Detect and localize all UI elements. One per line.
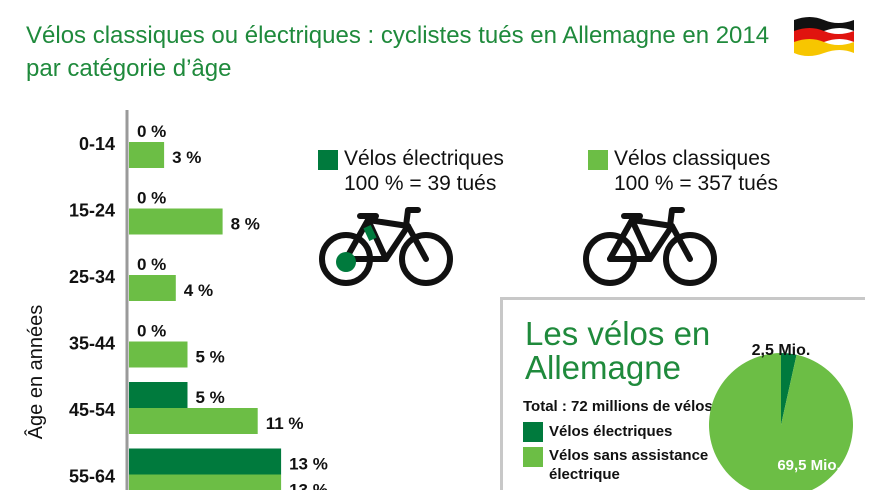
- bar-value-electric: 13 %: [289, 455, 328, 474]
- bar-classic: [129, 275, 176, 301]
- bar-value-electric: 0 %: [137, 122, 166, 141]
- bar-electric: [129, 382, 188, 408]
- category-label: 45-54: [69, 400, 115, 420]
- legend-swatch-classic: [588, 150, 608, 170]
- pie-slice-electric: [781, 353, 797, 425]
- category-label: 55-64: [69, 467, 115, 487]
- bar-classic: [129, 142, 165, 168]
- bar-value-classic: 8 %: [231, 215, 260, 234]
- pie-label-electric: 2,5 Mio.: [752, 342, 811, 359]
- bar-value-classic: 13 %: [289, 481, 328, 490]
- y-axis-label: Âge en années: [24, 305, 47, 440]
- bar-value-electric: 0 %: [137, 255, 166, 274]
- chart-title: Vélos classiques ou électriques : cyclis…: [26, 22, 770, 49]
- panel-total: Total : 72 millions de vélos: [523, 398, 713, 415]
- bar-value-electric: 0 %: [137, 189, 166, 208]
- bar-value-electric: 0 %: [137, 322, 166, 341]
- bar-value-classic: 5 %: [196, 348, 225, 367]
- bar-value-classic: 4 %: [184, 281, 213, 300]
- chart-subtitle: par catégorie d’âge: [26, 55, 232, 82]
- pie-legend-label-electric: Vélos électriques: [549, 423, 673, 440]
- pie-legend-label-classic: Vélos sans assistance électrique: [549, 447, 709, 483]
- bar-classic: [129, 474, 282, 490]
- pie-chart: 2,5 Mio. 69,5 Mio.: [709, 342, 853, 490]
- bar-classic: [129, 408, 258, 434]
- bar-value-classic: 3 %: [172, 148, 201, 167]
- category-label: 35-44: [69, 334, 115, 354]
- pie-legend-swatch-classic: [523, 447, 543, 467]
- bar-electric: [129, 448, 282, 475]
- pie-legend-swatch-electric: [523, 422, 543, 442]
- panel-title-line2: Allemagne: [525, 349, 681, 386]
- legend-note-classic: 100 % = 357 tués: [614, 172, 779, 195]
- pie-label-classic: 69,5 Mio.: [777, 457, 840, 474]
- legend-note-electric: 100 % = 39 tués: [344, 172, 497, 195]
- bikes-in-germany-panel: Les vélos en Allemagne Total : 72 millio…: [500, 297, 865, 490]
- category-label: 25-34: [69, 267, 115, 287]
- bar-value-electric: 5 %: [196, 388, 225, 407]
- germany-flag-icon: [794, 17, 854, 56]
- bar-value-classic: 11 %: [266, 414, 304, 433]
- legend-swatch-electric: [318, 150, 338, 170]
- legend-label-electric: Vélos électriques: [344, 147, 504, 170]
- pie-slice-classic: [709, 353, 853, 490]
- e-bike-icon: [319, 207, 453, 286]
- bar-layer: 0-14 0 % 3 % 15-24 0 % 8 % 25-34 0 % 4 % 35-44 0 %…: [69, 122, 328, 490]
- legend-label-classic: Vélos classiques: [614, 147, 771, 170]
- bar-classic: [129, 341, 188, 368]
- panel-title: Les vélos en: [525, 315, 711, 352]
- pie-slice-layer: [709, 353, 853, 490]
- category-label: 0-14: [79, 134, 115, 154]
- bicycle-icon: [583, 207, 717, 286]
- category-label: 15-24: [69, 201, 115, 221]
- bar-classic: [129, 208, 223, 235]
